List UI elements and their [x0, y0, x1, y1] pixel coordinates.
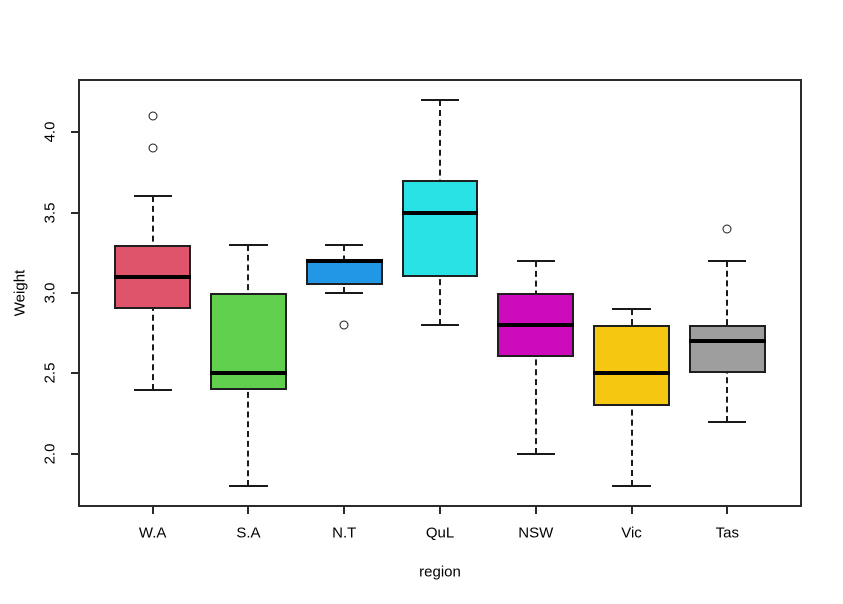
y-tick-label: 2.0 [41, 443, 59, 465]
box-rect [688, 325, 766, 374]
median-line [688, 339, 766, 344]
median-line [114, 274, 191, 279]
whisker-cap-upper [133, 195, 172, 198]
y-axis-tick [71, 452, 78, 455]
x-tick-label: QuL [425, 524, 455, 542]
whisker-cap-lower [229, 485, 268, 488]
whisker-cap-upper [708, 259, 747, 262]
median-line [497, 323, 575, 328]
whisker-cap-upper [229, 243, 268, 246]
y-tick-label: 2.5 [41, 363, 59, 384]
y-tick-label: 3.5 [41, 202, 59, 223]
whisker-cap-lower [420, 324, 460, 327]
y-axis-tick [71, 211, 78, 214]
y-axis-tick [71, 131, 78, 134]
box-rect [401, 180, 479, 277]
whisker-cap-lower [325, 292, 364, 294]
whisker-cap-lower [612, 485, 651, 488]
median-line [305, 258, 383, 263]
whisker-cap-upper [516, 259, 555, 262]
x-tick-label: Vic [621, 524, 642, 542]
x-tick-label: NSW [518, 524, 554, 542]
y-axis-title: Weight [11, 269, 29, 317]
median-line [401, 210, 479, 215]
x-tick-label: N.T [332, 524, 357, 542]
x-axis-tick [726, 507, 729, 514]
outlier-point [722, 224, 732, 234]
y-axis-tick [71, 292, 78, 294]
whisker-cap-lower [133, 388, 172, 391]
box-rect [305, 260, 383, 285]
y-tick-label: 3.0 [41, 282, 59, 304]
outlier-point [339, 320, 349, 330]
whisker-cap-lower [708, 420, 747, 423]
y-axis-tick [71, 372, 78, 375]
x-tick-label: S.A [236, 524, 261, 542]
x-axis-tick [630, 507, 633, 514]
x-axis-tick [151, 507, 154, 514]
box-rect [593, 325, 670, 406]
x-tick-label: Tas [715, 524, 739, 542]
outlier-point [148, 143, 158, 153]
outlier-point [148, 111, 158, 121]
x-axis-tick [439, 507, 441, 514]
y-tick-label: 4.0 [41, 121, 59, 143]
x-axis-tick [343, 507, 346, 514]
x-axis-tick [534, 507, 537, 514]
x-axis-tick [247, 507, 250, 514]
median-line [210, 371, 287, 376]
whisker-cap-upper [325, 243, 364, 246]
x-tick-label: W.A [138, 524, 167, 542]
x-axis-title: region [419, 563, 461, 581]
whisker-cap-upper [420, 98, 460, 101]
whisker-cap-upper [612, 308, 651, 311]
whisker-cap-lower [516, 452, 555, 455]
median-line [593, 371, 670, 376]
